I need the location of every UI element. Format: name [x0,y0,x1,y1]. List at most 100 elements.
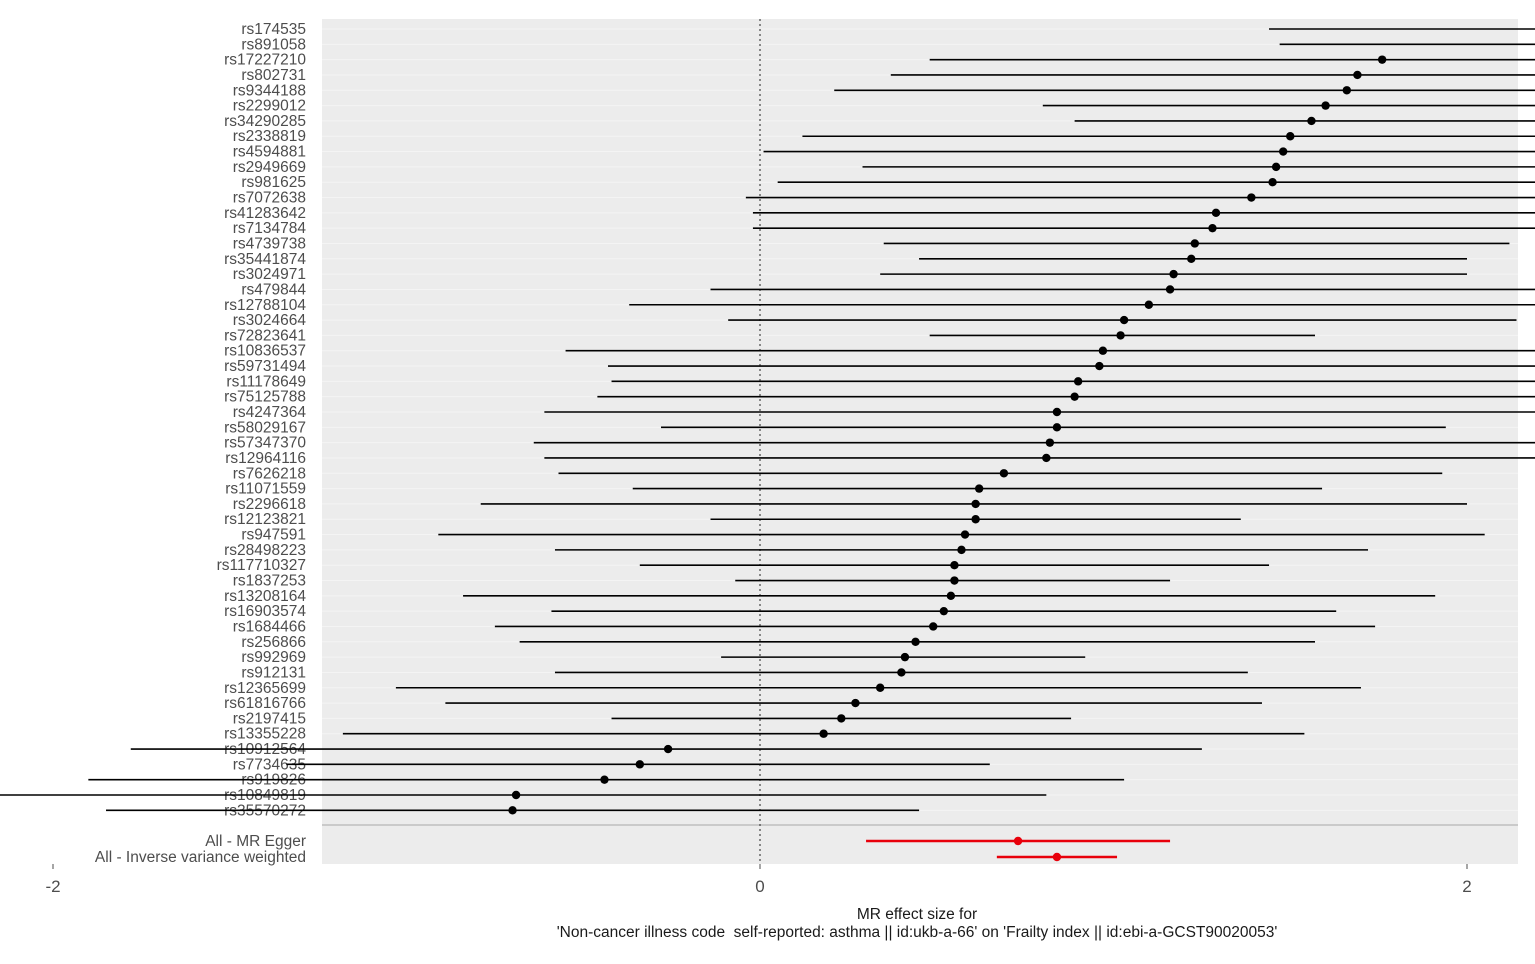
snp-point [1052,407,1062,417]
snp-label: rs12788104 [224,297,306,314]
snp-point [1165,285,1175,294]
snp-label: rs7734635 [233,756,306,773]
snp-point [1098,346,1108,355]
snp-point [1286,132,1295,141]
snp-point [600,775,609,784]
snp-point [1321,101,1330,110]
snp-label: rs117710327 [217,557,306,574]
snp-label: rs4247364 [233,404,307,421]
snp-label: rs10836537 [224,343,306,360]
snp-point [1144,300,1154,309]
snp-point [971,515,980,524]
snp-point [911,637,920,646]
snp-point [900,652,910,662]
x-axis-title-line1: MR effect size for [857,906,977,923]
snp-point [1073,377,1083,386]
snp-label: rs2949669 [233,159,306,176]
snp-label: rs2338819 [233,128,306,145]
snp-point [960,530,970,539]
x-axis-title-line2: 'Non-cancer illness code self-reported: … [557,924,1278,941]
snp-label: rs11071559 [225,481,306,498]
x-tick-label: 0 [755,877,764,896]
snp-point [663,744,673,754]
snp-point [950,561,959,570]
snp-label: rs479844 [241,281,306,298]
snp-label: rs34290285 [224,113,306,130]
snp-label: rs58029167 [224,419,306,436]
snp-label: rs4739738 [233,235,306,252]
x-tick-label: -2 [45,877,60,896]
snp-label: rs891058 [241,36,306,53]
snp-point [1052,423,1062,432]
snp-point [1307,116,1316,126]
snp-label: rs947591 [241,527,306,544]
effect-points [508,55,1387,862]
snp-label: rs16903574 [224,603,306,620]
snp-label: rs1837253 [233,573,306,590]
snp-label: rs72823641 [224,327,306,344]
snp-point [1353,70,1362,80]
x-axis-ticks: -2024 [45,864,1472,896]
snp-point [999,469,1009,478]
snp-point [950,576,959,585]
snp-label: rs7072638 [233,190,306,207]
snp-point [1169,269,1178,279]
snp-point [1045,438,1055,447]
summary-point [1013,836,1023,846]
snp-label: rs912131 [241,664,306,681]
summary-point [1052,852,1062,862]
snp-point [939,606,949,616]
snp-label: rs802731 [241,67,306,84]
snp-label: rs13355228 [224,726,306,743]
snp-label: rs57347370 [224,435,306,452]
snp-label: rs12365699 [224,680,306,697]
snp-point [851,698,860,708]
snp-label: rs2299012 [233,98,306,115]
snp-point [1247,193,1256,202]
snp-label: rs992969 [241,649,306,666]
snp-point [1278,147,1288,156]
snp-label: rs9344188 [233,82,306,99]
snp-point [819,729,828,738]
snp-label: rs11178649 [226,373,306,390]
snp-point [929,622,938,631]
snp-point [837,714,846,723]
snp-point [974,484,984,493]
snp-point [511,790,521,800]
snp-point [508,806,517,815]
snp-label: rs2296618 [233,496,306,513]
snp-label: rs256866 [241,634,306,651]
snp-label: rs35441874 [224,251,306,268]
snp-label: rs7134784 [233,220,307,237]
snp-label: rs12123821 [224,511,306,528]
snp-label: rs75125788 [224,389,306,406]
snp-label: rs12964116 [225,450,306,467]
snp-label: rs61816766 [224,695,306,712]
snp-point [1095,361,1104,371]
snp-point [875,683,885,692]
summary-label: All - MR Egger [205,833,306,850]
snp-point [1211,208,1221,218]
snp-point [957,545,966,555]
snp-label: rs1684466 [233,618,306,635]
summary-label: All - Inverse variance weighted [95,849,306,866]
snp-label: rs13208164 [224,588,306,605]
snp-point [946,591,956,601]
snp-label: rs7626218 [233,465,306,482]
snp-label: rs2197415 [233,710,306,727]
snp-label: rs981625 [241,174,306,191]
snp-label: rs59731494 [224,358,306,375]
snp-point [1268,178,1277,187]
snp-point [1119,315,1129,325]
snp-label: rs17227210 [224,52,306,69]
snp-label: rs4594881 [233,144,306,161]
snp-point [1042,453,1051,463]
snp-point [1208,223,1217,233]
snp-point [1377,55,1387,64]
snp-point [897,668,906,677]
snp-point [1187,254,1196,263]
x-tick-label: 2 [1462,877,1471,896]
snp-labels: rs174535rs891058rs17227210rs802731rs9344… [95,21,306,866]
